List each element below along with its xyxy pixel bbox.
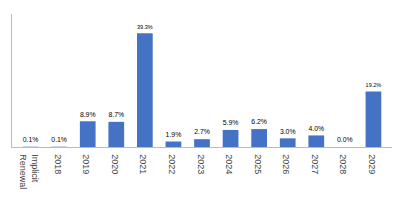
svg-text:2024: 2024: [224, 154, 234, 174]
svg-text:2023: 2023: [196, 154, 206, 174]
svg-text:2028: 2028: [338, 154, 348, 174]
svg-text:1.9%: 1.9%: [166, 131, 182, 138]
svg-text:0.1%: 0.1%: [23, 136, 39, 143]
svg-text:8.7%: 8.7%: [108, 111, 124, 118]
svg-text:2018: 2018: [53, 154, 63, 174]
svg-text:0.0%: 0.0%: [337, 136, 353, 143]
svg-text:2026: 2026: [281, 154, 291, 174]
svg-text:3.0%: 3.0%: [280, 128, 296, 135]
svg-text:2020: 2020: [110, 154, 120, 174]
svg-text:8.9%: 8.9%: [80, 111, 96, 118]
svg-text:0.1%: 0.1%: [51, 136, 67, 143]
svg-text:2029: 2029: [367, 154, 377, 174]
svg-text:2019: 2019: [81, 154, 91, 174]
svg-text:2025: 2025: [253, 154, 263, 174]
svg-text:4.0%: 4.0%: [308, 125, 324, 132]
svg-text:39.3%: 39.3%: [137, 24, 153, 30]
svg-text:2022: 2022: [167, 154, 177, 174]
svg-text:2021: 2021: [138, 154, 148, 174]
svg-text:ImplicitRenewal: ImplicitRenewal: [18, 154, 40, 189]
svg-text:2.7%: 2.7%: [194, 128, 210, 135]
svg-text:19.2%: 19.2%: [366, 82, 382, 88]
svg-text:5.9%: 5.9%: [223, 119, 239, 126]
svg-text:2027: 2027: [310, 154, 320, 174]
svg-text:6.2%: 6.2%: [251, 118, 267, 125]
